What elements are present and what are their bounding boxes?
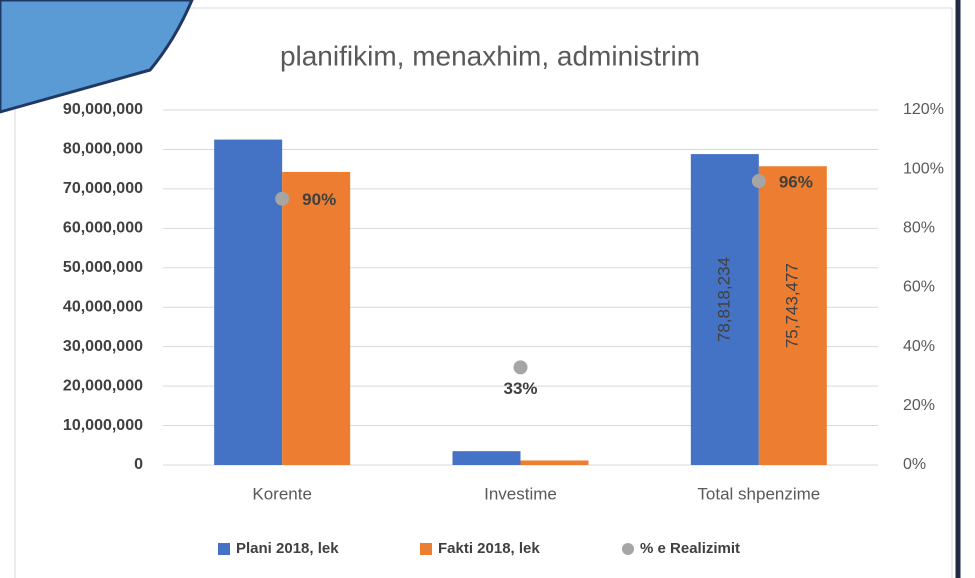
bar bbox=[758, 166, 827, 465]
y-tick-label: 30,000,000 bbox=[63, 338, 143, 355]
legend-marker bbox=[622, 543, 634, 555]
y-tick-label: 50,000,000 bbox=[63, 259, 143, 276]
x-tick-label: Total shpenzime bbox=[697, 484, 820, 503]
y2-tick-label: 100% bbox=[903, 160, 944, 177]
y-tick-label: 90,000,000 bbox=[63, 101, 143, 118]
decor-shape bbox=[0, 0, 194, 114]
y2-tick-label: 60% bbox=[903, 279, 935, 296]
y2-tick-label: 40% bbox=[903, 338, 935, 355]
legend-label: Plani 2018, lek bbox=[236, 540, 339, 557]
chart-title: planifikim, menaxhim, administrim bbox=[280, 40, 700, 71]
y2-tick-label: 0% bbox=[903, 456, 926, 473]
y-tick-label: 0 bbox=[134, 456, 143, 473]
y2-tick-label: 80% bbox=[903, 220, 935, 237]
bar bbox=[690, 154, 759, 466]
marker bbox=[513, 360, 528, 375]
y2-tick-label: 120% bbox=[903, 101, 944, 118]
legend-label: % e Realizimit bbox=[640, 540, 740, 557]
y-tick-label: 40,000,000 bbox=[63, 298, 143, 315]
legend-marker bbox=[420, 543, 432, 555]
data-label: 33% bbox=[503, 379, 537, 398]
data-label: 78,818,234 bbox=[714, 257, 733, 342]
bar bbox=[452, 451, 521, 465]
y-tick-label: 20,000,000 bbox=[63, 377, 143, 394]
marker bbox=[275, 191, 290, 206]
y-tick-label: 80,000,000 bbox=[63, 141, 143, 158]
x-tick-label: Investime bbox=[484, 484, 557, 503]
marker bbox=[751, 174, 766, 188]
y2-tick-label: 20% bbox=[903, 397, 935, 414]
y-tick-label: 70,000,000 bbox=[63, 180, 143, 197]
x-tick-label: Korente bbox=[252, 484, 312, 503]
data-label: 90% bbox=[302, 190, 336, 209]
y-tick-label: 60,000,000 bbox=[63, 220, 143, 237]
bar bbox=[214, 139, 283, 466]
y-tick-label: 10,000,000 bbox=[63, 417, 143, 434]
bar bbox=[282, 171, 351, 465]
bar bbox=[520, 460, 589, 465]
legend-label: Fakti 2018, lek bbox=[438, 540, 540, 557]
data-label: 96% bbox=[779, 172, 813, 191]
data-label: 75,743,477 bbox=[782, 263, 801, 348]
legend-marker bbox=[218, 543, 230, 555]
